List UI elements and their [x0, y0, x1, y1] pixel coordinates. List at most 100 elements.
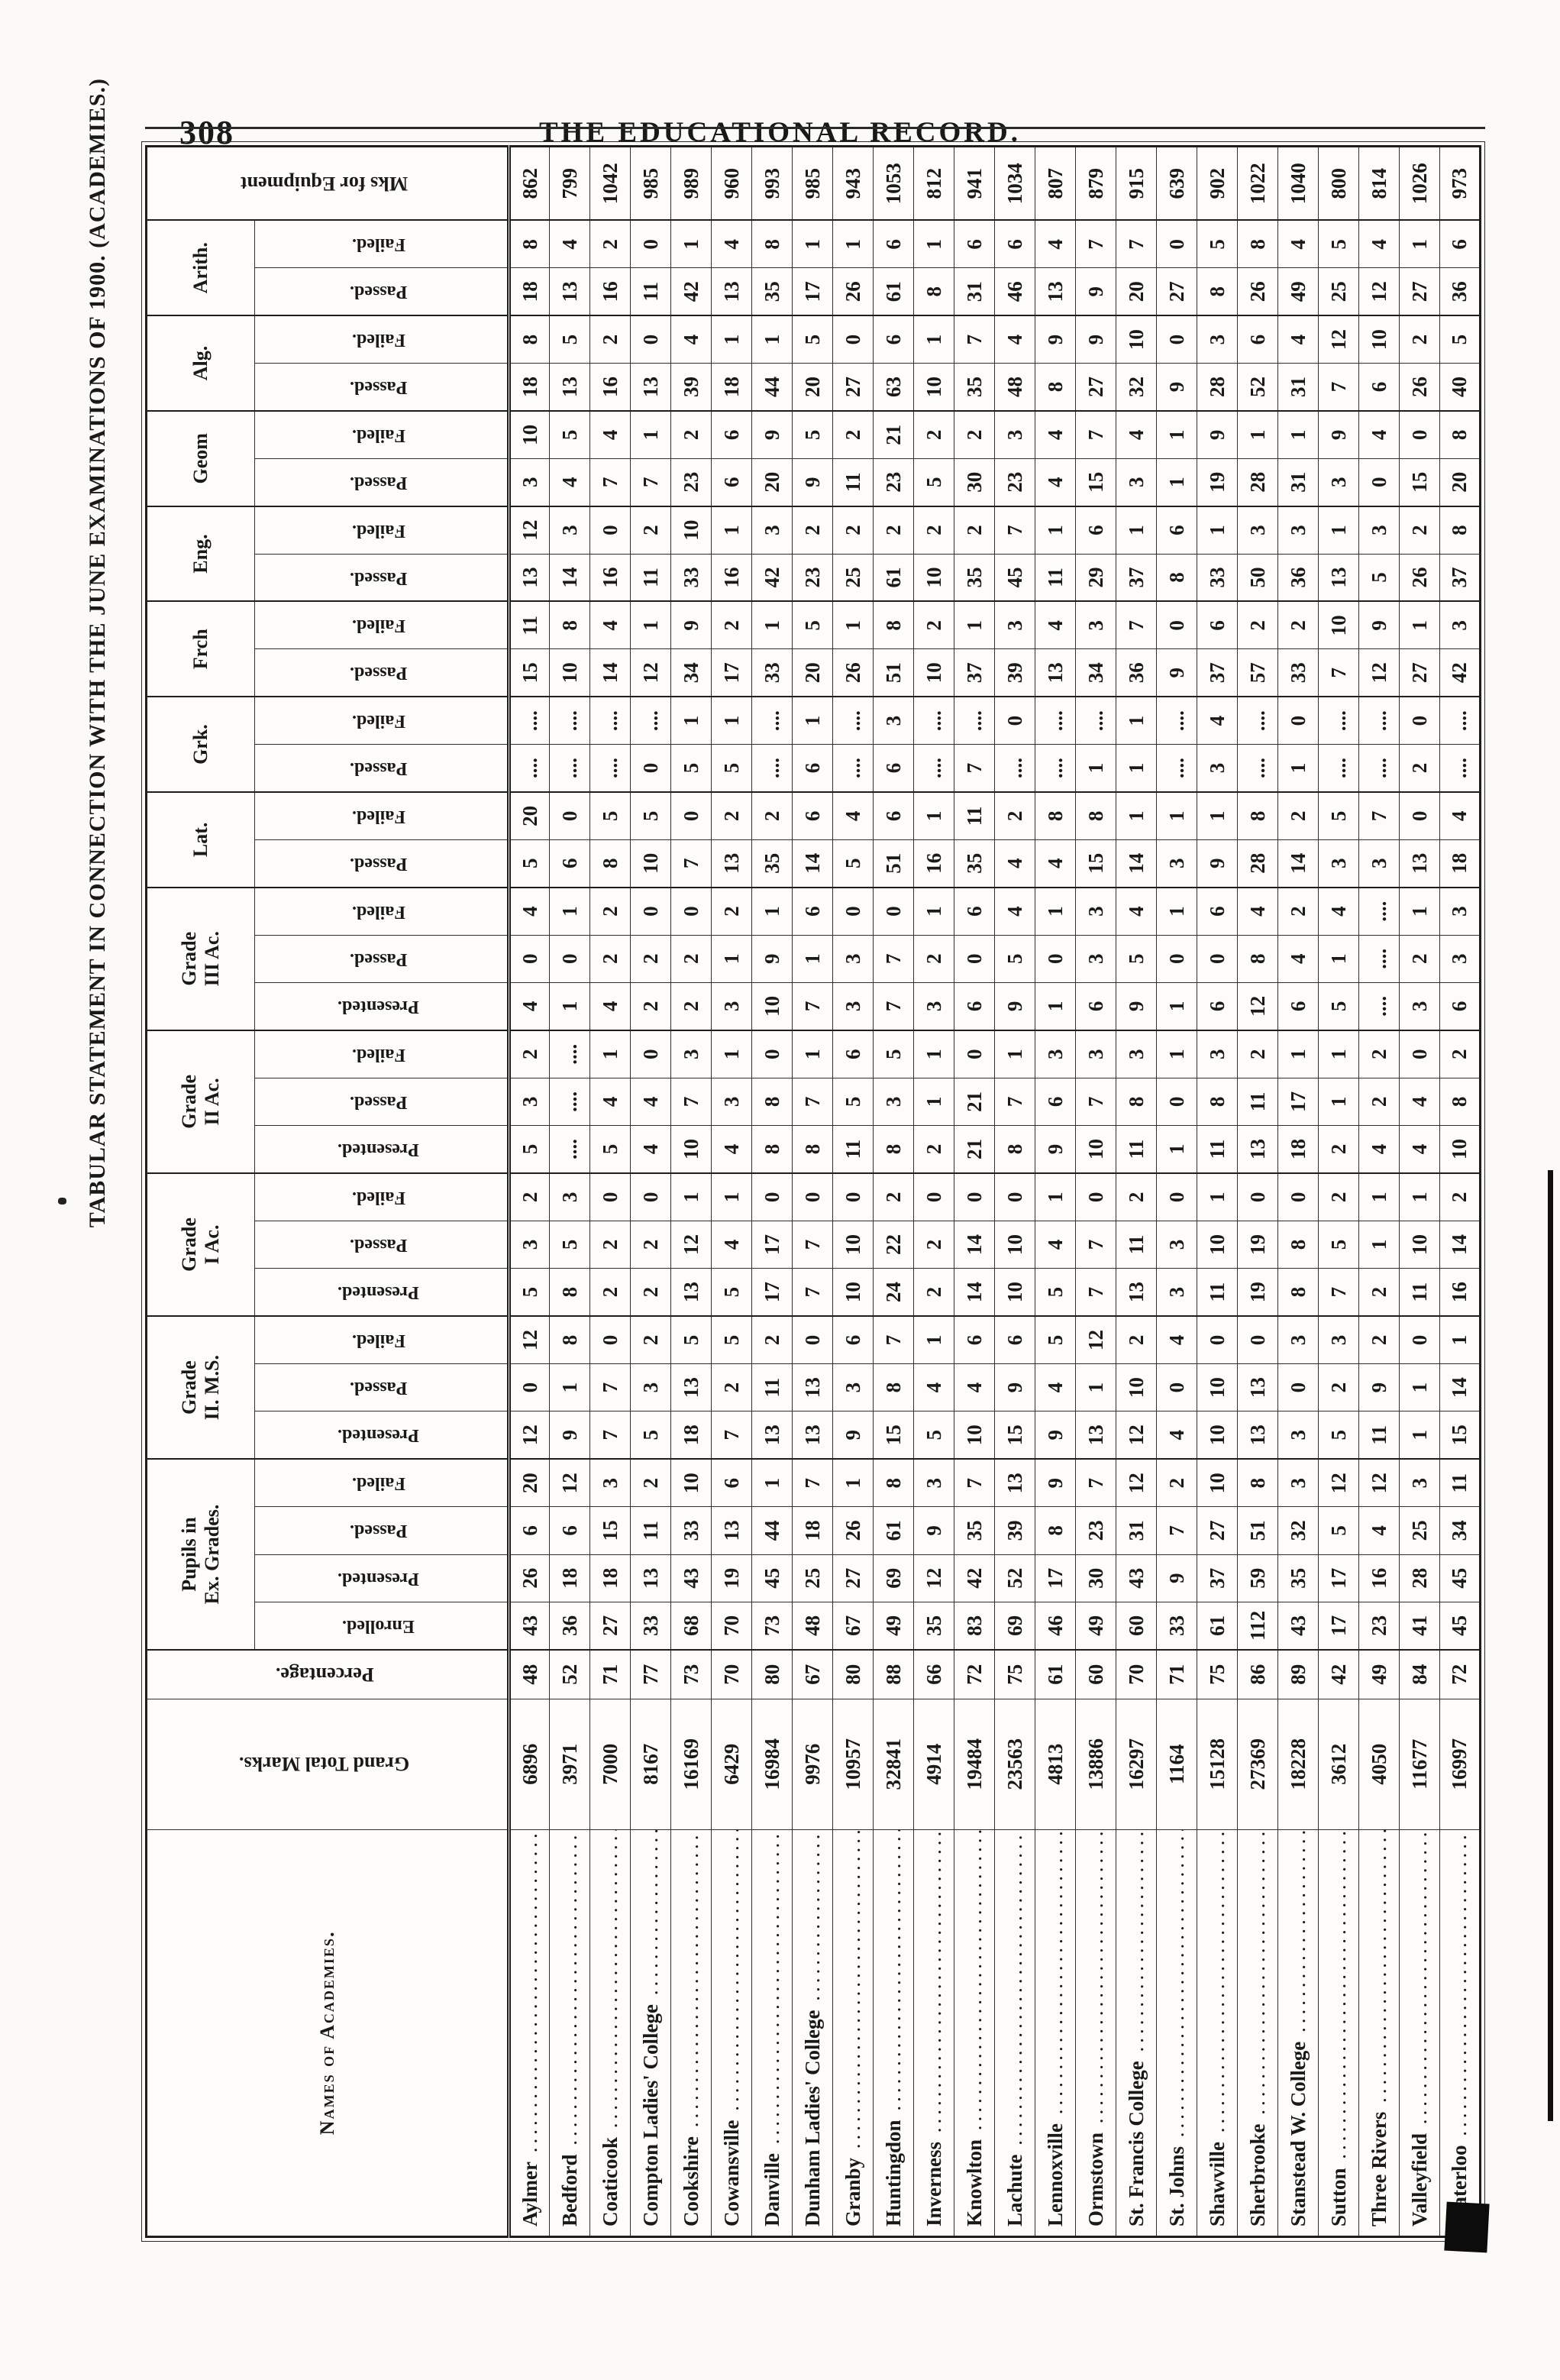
- cell-lat_passed: 13: [711, 839, 752, 888]
- sub-header-passed: Passed.: [254, 839, 509, 888]
- dotted-leader: ........................................…: [1287, 1829, 1310, 2042]
- cell-alg_failed: 4: [670, 315, 712, 364]
- cell-lat_passed: 6: [549, 839, 590, 888]
- cell-g2_failed: 0: [630, 1030, 671, 1078]
- cell-eng_failed: 0: [589, 506, 631, 555]
- table-row: Lennoxville ............................…: [1035, 146, 1076, 2237]
- cell-g1_presented: 2: [589, 1268, 631, 1317]
- col-header-grand-total-marks: Grand Total Marks.: [146, 1699, 509, 1830]
- cell-ex_failed: 7: [792, 1459, 833, 1507]
- cell-alg_passed: 26: [1399, 363, 1440, 411]
- cell-g3_passed: 2: [913, 935, 954, 983]
- cell-g2_passed: 7: [792, 1078, 833, 1126]
- cell-ex_failed: 10: [670, 1459, 712, 1507]
- cell-g1_failed: 3: [549, 1172, 590, 1221]
- cell-ex_passed: 32: [1277, 1506, 1319, 1555]
- dotted-leader: ........................................…: [679, 1829, 702, 2136]
- cell-g1_failed: 0: [1237, 1172, 1278, 1221]
- cell-g2_passed: 1: [913, 1078, 954, 1126]
- cell-lat_failed: 5: [630, 791, 671, 840]
- table-row: Compton Ladies' College ................…: [630, 146, 671, 2237]
- examinations-table: Names of Academies. Grand Total Marks. Per…: [142, 139, 1484, 2244]
- cell-alg_failed: 6: [1237, 315, 1278, 364]
- cell-alg_passed: 27: [1075, 363, 1116, 411]
- cell-lat_failed: 8: [1075, 791, 1116, 840]
- academy-name: Knowlton ...............................…: [954, 1829, 995, 2237]
- cell-ex_presented: 25: [792, 1554, 833, 1602]
- cell-g1_presented: 14: [954, 1268, 995, 1317]
- table-row: St. Johns ..............................…: [1156, 146, 1197, 2237]
- col-header-percentage: Percentage.: [146, 1649, 509, 1699]
- cell-ex_enrolled: 73: [751, 1602, 793, 1650]
- cell-g3_passed: 1: [711, 935, 752, 983]
- academy-name-text: Aylmer: [518, 2162, 541, 2226]
- scan-ink-blob: [1444, 2201, 1490, 2253]
- sub-header-label: Failed.: [351, 330, 405, 351]
- table-row: Cookshire ..............................…: [670, 146, 712, 2237]
- cell-g3_passed: ....: [1358, 935, 1400, 983]
- cell-grk_failed: ....: [1439, 697, 1481, 745]
- cell-frch_passed: 33: [1277, 648, 1319, 697]
- cell-lat_failed: 1: [1156, 791, 1197, 840]
- cell-grk_failed: 3: [873, 697, 914, 745]
- cell-g1_passed: 2: [630, 1221, 671, 1269]
- cell-arith_passed: 11: [630, 267, 671, 316]
- cell-g1_presented: 8: [549, 1268, 590, 1317]
- cell-grk_failed: ....: [832, 697, 874, 745]
- sub-header-failed: Failed.: [254, 601, 509, 649]
- cell-alg_passed: 13: [630, 363, 671, 411]
- cell-alg_failed: 10: [1358, 315, 1400, 364]
- mks-for-equipment-value: 941: [954, 146, 995, 221]
- cell-arith_passed: 27: [1399, 267, 1440, 316]
- sub-header-label: Failed.: [351, 901, 405, 922]
- cell-arith_passed: 12: [1358, 267, 1400, 316]
- cell-g3_failed: 4: [509, 887, 550, 936]
- cell-g2_failed: 0: [1399, 1030, 1440, 1078]
- table-row: Stanstead W. College ...................…: [1277, 146, 1319, 2237]
- cell-g1_presented: 7: [792, 1268, 833, 1317]
- cell-grk_failed: ....: [1318, 697, 1359, 745]
- cell-lat_failed: 1: [1197, 791, 1238, 840]
- mks-for-equipment-value: 1040: [1277, 146, 1319, 221]
- cell-ms_presented: 10: [1197, 1411, 1238, 1460]
- cell-grk_passed: 2: [1399, 744, 1440, 792]
- cell-alg_passed: 7: [1318, 363, 1359, 411]
- percentage-value: 71: [1156, 1649, 1197, 1699]
- cell-ex_failed: 12: [1116, 1459, 1157, 1507]
- cell-frch_failed: 9: [670, 601, 712, 649]
- cell-g2_failed: 3: [1197, 1030, 1238, 1078]
- academy-name-text: Cowansville: [719, 2120, 743, 2226]
- cell-g3_passed: 5: [1116, 935, 1157, 983]
- cell-ms_passed: 0: [1156, 1363, 1197, 1412]
- cell-ms_presented: 15: [873, 1411, 914, 1460]
- cell-ms_passed: 0: [1277, 1363, 1319, 1412]
- cell-g1_passed: 11: [1116, 1221, 1157, 1269]
- cell-ex_enrolled: 49: [1075, 1602, 1116, 1650]
- cell-ex_presented: 43: [670, 1554, 712, 1602]
- group-header-arith-: Arith.: [146, 220, 255, 316]
- cell-g2_failed: 6: [832, 1030, 874, 1078]
- sub-header-label: Passed.: [349, 758, 408, 779]
- cell-lat_failed: 6: [873, 791, 914, 840]
- cell-g2_passed: 3: [711, 1078, 752, 1126]
- academy-name: Dunham Ladies' College .................…: [792, 1829, 833, 2237]
- academy-name-text: Bedford: [557, 2154, 581, 2227]
- sub-header-passed: Passed.: [254, 744, 509, 792]
- cell-ex_presented: 27: [832, 1554, 874, 1602]
- cell-geom_passed: 3: [509, 458, 550, 506]
- cell-ex_passed: 44: [751, 1506, 793, 1555]
- cell-alg_failed: 2: [1399, 315, 1440, 364]
- group-header-frch: Frch: [146, 601, 255, 697]
- cell-g3_passed: 1: [792, 935, 833, 983]
- cell-arith_failed: 8: [1237, 220, 1278, 268]
- grand-total-value: 16169: [670, 1699, 712, 1830]
- dotted-leader: ........................................…: [1205, 1829, 1229, 2142]
- cell-g3_presented: 1: [1156, 982, 1197, 1030]
- cell-ex_failed: 3: [589, 1459, 631, 1507]
- cell-geom_failed: 2: [832, 410, 874, 459]
- academy-name-text: Coaticook: [598, 2137, 622, 2226]
- cell-g1_failed: 0: [630, 1172, 671, 1221]
- dotted-leader: ........................................…: [962, 1829, 986, 2139]
- cell-arith_failed: 1: [670, 220, 712, 268]
- cell-g3_passed: 0: [509, 935, 550, 983]
